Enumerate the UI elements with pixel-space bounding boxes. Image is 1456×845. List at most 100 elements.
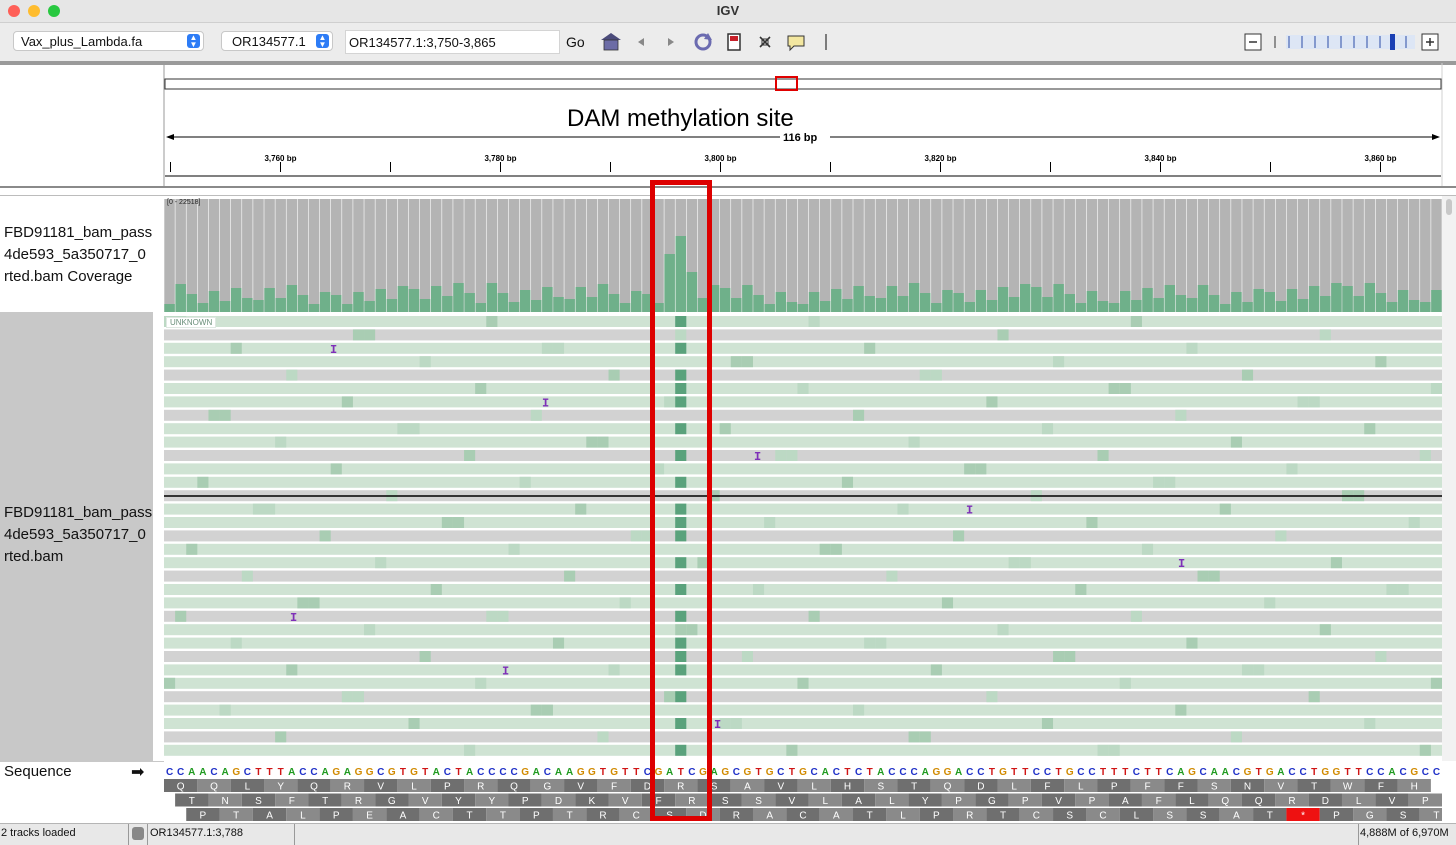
- zoom-slider-thumb[interactable]: [1390, 34, 1395, 50]
- amino-acid: L: [245, 782, 251, 793]
- panel-divider[interactable]: [0, 186, 1456, 196]
- alignment-svg[interactable]: I I I I I I I I: [164, 196, 1442, 761]
- chromosome-dropdown[interactable]: OR134577.1 ▲ ▼: [221, 31, 333, 51]
- read[interactable]: [164, 436, 1442, 448]
- codon-cell: [919, 808, 954, 821]
- read[interactable]: [164, 691, 1442, 703]
- read[interactable]: [164, 664, 1442, 676]
- refresh-icon[interactable]: [694, 33, 712, 51]
- insertion-marker[interactable]: I: [754, 450, 761, 464]
- go-button[interactable]: Go: [566, 34, 585, 50]
- codon-cell: [1286, 808, 1320, 821]
- mismatch: [364, 624, 376, 636]
- chromosome-ideogram[interactable]: [164, 78, 1442, 90]
- insertion-marker[interactable]: I: [714, 718, 721, 732]
- base: G: [744, 767, 752, 778]
- read[interactable]: [164, 597, 1442, 609]
- read[interactable]: [164, 557, 1442, 569]
- minimize-window-button[interactable]: [28, 5, 40, 17]
- insertion-marker[interactable]: I: [1178, 557, 1185, 571]
- alignment-track[interactable]: I I I I I I I I: [164, 312, 1442, 761]
- genome-dropdown[interactable]: Vax_plus_Lambda.fa ▲ ▼: [13, 31, 204, 51]
- mismatch: [741, 356, 753, 368]
- insertion-marker[interactable]: I: [502, 664, 509, 678]
- popup-icon[interactable]: [787, 35, 805, 52]
- coverage-track[interactable]: [164, 196, 1442, 312]
- mismatch: [241, 570, 253, 582]
- alignment-name-area[interactable]: FBD91181_bam_pass 4de593_5a350717_0 rted…: [0, 312, 153, 761]
- base: C: [299, 767, 306, 778]
- zoom-widget[interactable]: [1244, 32, 1444, 54]
- strand-arrow-icon[interactable]: ➡: [131, 764, 145, 781]
- maximize-window-button[interactable]: [48, 5, 60, 17]
- zoom-in-icon[interactable]: [1421, 33, 1439, 51]
- forward-icon[interactable]: [668, 38, 674, 46]
- data-panel[interactable]: I I I I I I I I [0 - 22518] UNKNOWN: [164, 196, 1442, 761]
- read[interactable]: [164, 329, 1442, 341]
- read[interactable]: [164, 651, 1442, 662]
- mismatch: [675, 624, 687, 636]
- read[interactable]: [164, 342, 1442, 354]
- read[interactable]: [164, 731, 1442, 743]
- read[interactable]: [164, 463, 1442, 475]
- coverage-name-area[interactable]: FBD91181_bam_pass 4de593_5a350717_0 rted…: [0, 196, 153, 312]
- mismatch: [1319, 624, 1331, 636]
- methylated-base: [675, 316, 687, 327]
- amino-acid: L: [411, 782, 417, 793]
- sequence-name-area[interactable]: Sequence ➡: [0, 761, 164, 824]
- mismatch: [164, 677, 176, 689]
- coverage-bar: [853, 199, 864, 312]
- coverage-bar: [1275, 199, 1287, 312]
- amino-acid: P: [955, 796, 962, 807]
- read[interactable]: [164, 356, 1442, 368]
- coverage-bar: [819, 199, 831, 312]
- read[interactable]: [164, 624, 1442, 636]
- base: G: [577, 767, 585, 778]
- coverage-bar: [1375, 199, 1387, 312]
- vertical-scrollbar[interactable]: [1442, 196, 1456, 761]
- read[interactable]: [164, 610, 1442, 622]
- resize-icon[interactable]: [759, 36, 771, 48]
- read[interactable]: [164, 570, 1442, 582]
- coverage-methyl-fraction: [408, 289, 420, 312]
- read[interactable]: [164, 503, 1442, 515]
- insertion-marker[interactable]: I: [542, 396, 549, 410]
- read[interactable]: [164, 396, 1442, 408]
- mismatch: [264, 503, 276, 515]
- read[interactable]: [164, 704, 1442, 716]
- read[interactable]: [164, 517, 1442, 528]
- locus-search-input[interactable]: OR134577.1:3,750-3,865: [345, 30, 560, 54]
- read[interactable]: [164, 744, 1442, 756]
- roi-icon[interactable]: [727, 33, 741, 51]
- insertion-marker[interactable]: I: [290, 611, 297, 625]
- zoom-out-icon[interactable]: [1244, 33, 1262, 51]
- scrollbar-thumb[interactable]: [1446, 199, 1452, 215]
- read[interactable]: [164, 530, 1442, 542]
- base: C: [1433, 767, 1440, 778]
- read[interactable]: [164, 584, 1442, 595]
- codon-cell: [1208, 793, 1242, 807]
- close-window-button[interactable]: [8, 5, 20, 17]
- insertion-marker[interactable]: I: [330, 343, 337, 357]
- coverage-bar: [1308, 199, 1320, 312]
- read[interactable]: [164, 409, 1442, 421]
- insertion-marker[interactable]: I: [966, 504, 973, 518]
- codon-cell: [1041, 793, 1076, 807]
- mismatch: [1130, 316, 1142, 327]
- read[interactable]: [164, 369, 1442, 381]
- mismatch: [364, 329, 376, 341]
- mismatch: [1186, 637, 1198, 649]
- read[interactable]: [164, 476, 1442, 488]
- read[interactable]: [164, 316, 1442, 327]
- coverage-methyl-fraction: [208, 291, 220, 312]
- mismatch: [986, 691, 998, 703]
- read[interactable]: [164, 423, 1442, 435]
- home-icon[interactable]: [601, 33, 621, 51]
- back-icon[interactable]: [638, 37, 645, 46]
- read[interactable]: [164, 637, 1442, 649]
- coverage-bar: [964, 199, 975, 312]
- read[interactable]: [164, 718, 1442, 729]
- read[interactable]: [164, 543, 1442, 555]
- read[interactable]: [164, 450, 1442, 461]
